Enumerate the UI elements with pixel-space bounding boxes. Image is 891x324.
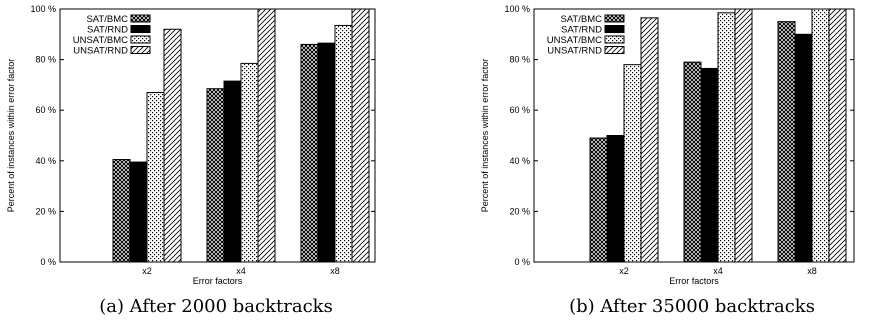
bar-sat-bmc-x2	[112, 159, 131, 263]
bar-sat-bmc-x8	[300, 43, 319, 263]
x-tick-label: x8	[330, 266, 340, 276]
bar-sat-bmc-x2	[589, 137, 608, 263]
bar-sat-bmc-x4	[206, 88, 225, 263]
caption-b: (b) After 35000 backtracks	[569, 296, 815, 317]
bar-unsat-bmc-x2	[623, 64, 642, 263]
y-tick-label: 100 %	[30, 4, 56, 14]
bar-unsat-rnd-x4	[734, 8, 753, 263]
y-tick-label: 0 %	[514, 257, 530, 267]
legend-swatch	[130, 46, 151, 54]
y-axis-label: Percent of instances within error factor	[6, 59, 16, 213]
legend-swatch	[604, 25, 625, 33]
y-tick-label: 80 %	[35, 55, 56, 65]
x-axis-label: Error factors	[193, 276, 243, 286]
y-tick-label: 60 %	[509, 105, 530, 115]
bar-unsat-rnd-x4	[257, 8, 276, 263]
legend-swatch	[130, 14, 151, 23]
y-axis-label: Percent of instances within error factor	[480, 59, 490, 213]
bar-unsat-bmc-x4	[240, 62, 259, 263]
x-tick-label: x4	[713, 266, 723, 276]
y-tick-label: 80 %	[509, 55, 530, 65]
bar-unsat-rnd-x2	[163, 28, 182, 263]
bar-sat-rnd-x4	[223, 80, 242, 263]
y-tick-label: 60 %	[35, 105, 56, 115]
legend-label: UNSAT/RND	[73, 46, 128, 57]
bar-sat-rnd-x2	[129, 161, 148, 263]
x-tick-label: x2	[142, 266, 152, 276]
legend-swatch	[604, 46, 625, 54]
x-tick-label: x8	[807, 266, 817, 276]
bar-sat-rnd-x2	[606, 135, 625, 263]
y-tick-label: 20 %	[35, 206, 56, 216]
legend-swatch	[604, 35, 625, 44]
legend-label: SAT/RND	[561, 25, 602, 36]
bar-sat-bmc-x8	[777, 21, 796, 263]
y-tick-label: 40 %	[35, 156, 56, 166]
legend-swatch	[604, 14, 625, 23]
legend-swatch	[130, 25, 151, 33]
bar-unsat-bmc-x8	[334, 24, 353, 263]
x-axis-label: Error factors	[669, 276, 719, 286]
bar-unsat-bmc-x2	[146, 91, 165, 263]
legend-label: UNSAT/RND	[547, 46, 602, 57]
bar-unsat-rnd-x8	[351, 8, 370, 263]
x-tick-label: x2	[619, 266, 629, 276]
chart-panel-a: (a) After 2000 backtracks 0 % 20 % 40 % 60 …	[6, 4, 376, 317]
legend-label: SAT/BMC	[560, 14, 602, 25]
x-tick-label: x4	[236, 266, 246, 276]
bar-unsat-rnd-x8	[828, 8, 847, 263]
bar-sat-bmc-x4	[683, 61, 702, 263]
legend-label: UNSAT/BMC	[547, 35, 602, 46]
bar-sat-rnd-x8	[317, 42, 336, 263]
legend-swatch	[130, 35, 151, 44]
bar-sat-rnd-x8	[794, 33, 813, 263]
bar-sat-rnd-x4	[700, 67, 719, 263]
y-tick-label: 100 %	[504, 4, 530, 14]
bar-unsat-bmc-x8	[811, 8, 830, 263]
y-tick-label: 0 %	[40, 257, 56, 267]
legend-label: SAT/RND	[87, 25, 128, 36]
chart-panel-b: (b) After 35000 backtracks 0 % 20 % 40 % 60…	[480, 4, 855, 317]
bar-unsat-rnd-x2	[640, 17, 659, 263]
legend-label: SAT/BMC	[86, 14, 128, 25]
y-tick-label: 40 %	[509, 156, 530, 166]
bar-unsat-bmc-x4	[717, 12, 736, 263]
y-tick-label: 20 %	[509, 206, 530, 216]
legend-label: UNSAT/BMC	[73, 35, 128, 46]
caption-a: (a) After 2000 backtracks	[99, 296, 333, 317]
